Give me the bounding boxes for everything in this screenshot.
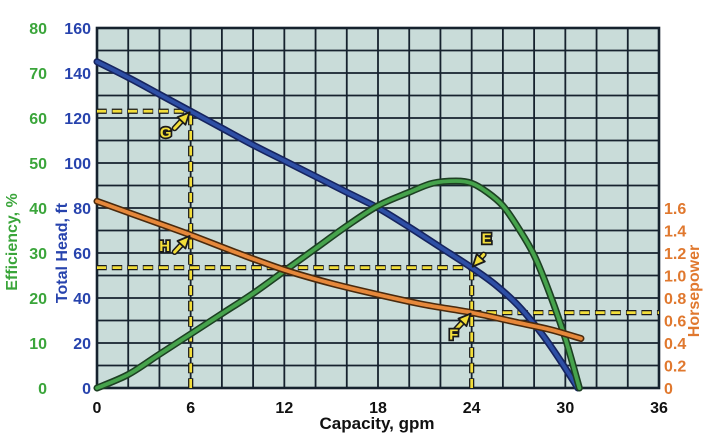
- head-tick-label: 20: [73, 336, 91, 353]
- horsepower-curve: [95, 199, 583, 341]
- horsepower-tick-label: 1.2: [664, 246, 686, 263]
- arrow-head: [176, 235, 191, 250]
- plot-border: [95, 26, 661, 390]
- x-tick-label: 24: [463, 400, 481, 417]
- annotation-arrow: [171, 111, 191, 132]
- efficiency-tick-label: 50: [29, 156, 47, 173]
- head-tick-label: 0: [82, 381, 91, 398]
- head-tick-label: 40: [73, 291, 91, 308]
- arrow-head: [457, 312, 472, 328]
- horsepower-tick-label: 0.2: [664, 359, 686, 376]
- efficiency-axis-title: Efficiency, %: [4, 193, 21, 291]
- efficiency-curve: [95, 179, 582, 390]
- horsepower-tick-label: 1.4: [664, 224, 686, 241]
- head-tick-label: 80: [73, 201, 91, 218]
- arrow-head: [176, 111, 191, 126]
- horsepower-tick-label: 1.6: [664, 201, 686, 218]
- x-tick-label: 0: [93, 400, 102, 417]
- efficiency-tick-label: 30: [29, 246, 47, 263]
- horsepower-tick-label: 1.0: [664, 269, 686, 286]
- annotation-label-F: F: [449, 327, 458, 344]
- horsepower-tick-label: 0: [664, 381, 673, 398]
- x-tick-label: 6: [186, 400, 195, 417]
- annotation-label-E: E: [482, 231, 492, 248]
- x-tick-label: 18: [369, 400, 387, 417]
- head-axis-title: Total Head, ft: [54, 202, 71, 304]
- head-tick-label: 140: [64, 66, 91, 83]
- annotation-label-G: G: [160, 124, 172, 141]
- x-axis-title: Capacity, gpm: [319, 414, 435, 433]
- efficiency-tick-label: 70: [29, 66, 47, 83]
- annotation-arrow: [452, 312, 472, 333]
- annotation-arrow: [171, 235, 191, 255]
- annotation-arrow: [471, 251, 487, 268]
- horsepower-axis-title: Horsepower: [686, 244, 703, 338]
- x-tick-label: 12: [275, 400, 293, 417]
- efficiency-tick-label: 10: [29, 336, 47, 353]
- efficiency-tick-label: 40: [29, 201, 47, 218]
- efficiency-tick-label: 60: [29, 111, 47, 128]
- total-head-curve: [95, 59, 580, 390]
- horsepower-tick-label: 0.6: [664, 314, 686, 331]
- x-tick-label: 36: [650, 400, 668, 417]
- efficiency-tick-label: 20: [29, 291, 47, 308]
- annotation-label-H: H: [159, 238, 170, 255]
- efficiency-tick-label: 80: [29, 21, 47, 38]
- head-tick-label: 60: [73, 246, 91, 263]
- horsepower-tick-label: 0.4: [664, 336, 686, 353]
- head-tick-label: 160: [64, 21, 91, 38]
- arrow-head: [471, 253, 486, 268]
- x-tick-label: 30: [556, 400, 574, 417]
- efficiency-tick-label: 0: [38, 381, 47, 398]
- head-tick-label: 100: [64, 156, 91, 173]
- horsepower-tick-label: 0.8: [664, 291, 686, 308]
- head-tick-label: 120: [64, 111, 91, 128]
